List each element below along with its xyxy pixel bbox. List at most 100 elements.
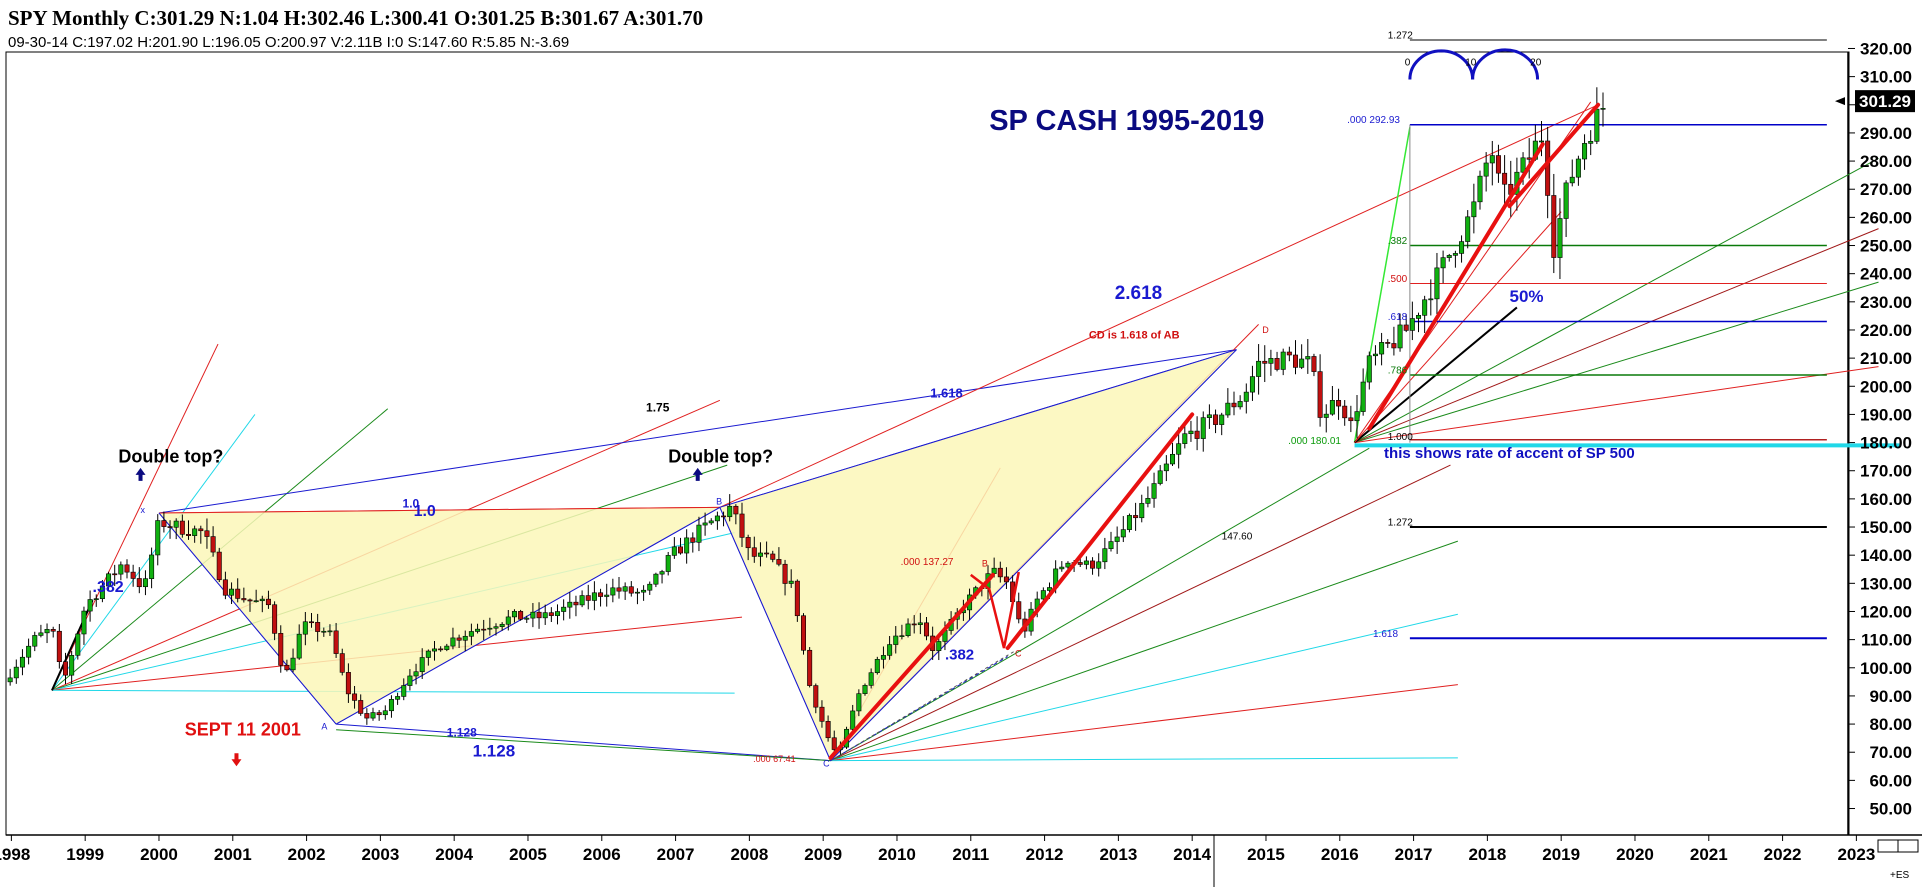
candle-body[interactable] — [634, 591, 640, 594]
candle-body[interactable] — [1342, 405, 1348, 419]
candle-body[interactable] — [302, 621, 308, 635]
candle-body[interactable] — [1495, 155, 1501, 174]
candle-body[interactable] — [1274, 358, 1280, 370]
candle-body[interactable] — [444, 645, 450, 650]
candle-body[interactable] — [1323, 413, 1329, 418]
candle-body[interactable] — [807, 649, 813, 686]
candle-body[interactable] — [548, 612, 554, 616]
candle-body[interactable] — [764, 552, 770, 555]
candle-body[interactable] — [659, 571, 665, 575]
candle-body[interactable] — [155, 520, 161, 556]
candle-body[interactable] — [1354, 411, 1360, 422]
candle-body[interactable] — [868, 672, 874, 686]
candle-body[interactable] — [75, 633, 81, 656]
candle-body[interactable] — [1379, 342, 1385, 355]
candle-body[interactable] — [1397, 324, 1403, 349]
candle-body[interactable] — [1194, 430, 1200, 439]
candle-body[interactable] — [431, 648, 437, 652]
candle-body[interactable] — [1489, 155, 1495, 164]
candle-body[interactable] — [259, 598, 265, 602]
candle-body[interactable] — [585, 595, 591, 601]
candle-body[interactable] — [653, 573, 659, 585]
candle-body[interactable] — [149, 554, 155, 579]
candle-body[interactable] — [622, 586, 628, 592]
candle-body[interactable] — [1391, 343, 1397, 349]
candle-body[interactable] — [757, 552, 763, 557]
candle-body[interactable] — [1200, 417, 1206, 439]
candle-body[interactable] — [1440, 257, 1446, 269]
candle-body[interactable] — [247, 599, 253, 602]
candle-body[interactable] — [1280, 351, 1286, 370]
candle-body[interactable] — [345, 672, 351, 695]
candle-body[interactable] — [327, 630, 333, 633]
candle-body[interactable] — [413, 671, 419, 677]
candle-body[interactable] — [1176, 443, 1182, 455]
candle-body[interactable] — [1539, 140, 1545, 143]
candle-body[interactable] — [198, 528, 204, 532]
candle-body[interactable] — [1206, 414, 1212, 418]
candle-body[interactable] — [690, 537, 696, 543]
candle-body[interactable] — [505, 616, 511, 625]
candle-body[interactable] — [192, 528, 198, 536]
candle-body[interactable] — [714, 515, 720, 522]
candle-body[interactable] — [1416, 315, 1422, 319]
candle-body[interactable] — [99, 585, 105, 599]
candle-body[interactable] — [1471, 201, 1477, 218]
candle-body[interactable] — [1286, 351, 1292, 356]
candle-body[interactable] — [665, 555, 671, 572]
candle-body[interactable] — [1502, 172, 1508, 185]
candle-body[interactable] — [204, 530, 210, 537]
candle-body[interactable] — [511, 611, 517, 618]
candle-body[interactable] — [1003, 576, 1009, 583]
candle-body[interactable] — [161, 520, 167, 527]
candle-body[interactable] — [917, 622, 923, 625]
candle-body[interactable] — [167, 526, 173, 528]
candle-body[interactable] — [819, 706, 825, 722]
candle-body[interactable] — [893, 635, 899, 645]
candle-body[interactable] — [1065, 562, 1071, 568]
candle-body[interactable] — [1348, 417, 1354, 422]
candle-body[interactable] — [1305, 356, 1311, 360]
candle-body[interactable] — [770, 553, 776, 560]
candle-body[interactable] — [524, 617, 530, 620]
candle-body[interactable] — [739, 513, 745, 538]
candle-body[interactable] — [1225, 402, 1231, 416]
candle-body[interactable] — [44, 629, 50, 634]
candle-body[interactable] — [13, 666, 19, 679]
candle-body[interactable] — [1311, 356, 1317, 372]
candle-body[interactable] — [923, 622, 929, 637]
candle-body[interactable] — [1366, 355, 1372, 383]
candle-body[interactable] — [1219, 414, 1225, 425]
candle-body[interactable] — [794, 580, 800, 617]
candle-body[interactable] — [1545, 140, 1551, 196]
candle-body[interactable] — [1477, 175, 1483, 203]
candle-body[interactable] — [1563, 182, 1569, 219]
candle-body[interactable] — [1157, 470, 1163, 484]
candle-body[interactable] — [751, 547, 757, 557]
candle-body[interactable] — [26, 645, 32, 658]
candle-body[interactable] — [708, 520, 714, 524]
candle-body[interactable] — [278, 633, 284, 666]
candle-body[interactable] — [1569, 176, 1575, 184]
candle-body[interactable] — [567, 601, 573, 608]
candle-body[interactable] — [1188, 430, 1194, 435]
candle-body[interactable] — [1520, 157, 1526, 173]
candle-body[interactable] — [671, 546, 677, 556]
candle-body[interactable] — [1317, 371, 1323, 418]
candle-body[interactable] — [142, 578, 148, 588]
candle-body[interactable] — [518, 611, 524, 620]
candle-body[interactable] — [899, 635, 905, 637]
candle-body[interactable] — [130, 571, 136, 579]
candle-body[interactable] — [315, 622, 321, 632]
candle-body[interactable] — [407, 675, 413, 686]
candle-body[interactable] — [499, 623, 505, 627]
candle-body[interactable] — [745, 537, 751, 549]
candle-body[interactable] — [1526, 157, 1532, 160]
candle-body[interactable] — [186, 534, 192, 536]
candle-body[interactable] — [1213, 414, 1219, 425]
candle-body[interactable] — [628, 586, 634, 594]
candle-body[interactable] — [862, 685, 868, 694]
candle-body[interactable] — [591, 592, 597, 601]
candle-body[interactable] — [1059, 566, 1065, 570]
candle-body[interactable] — [530, 611, 536, 619]
